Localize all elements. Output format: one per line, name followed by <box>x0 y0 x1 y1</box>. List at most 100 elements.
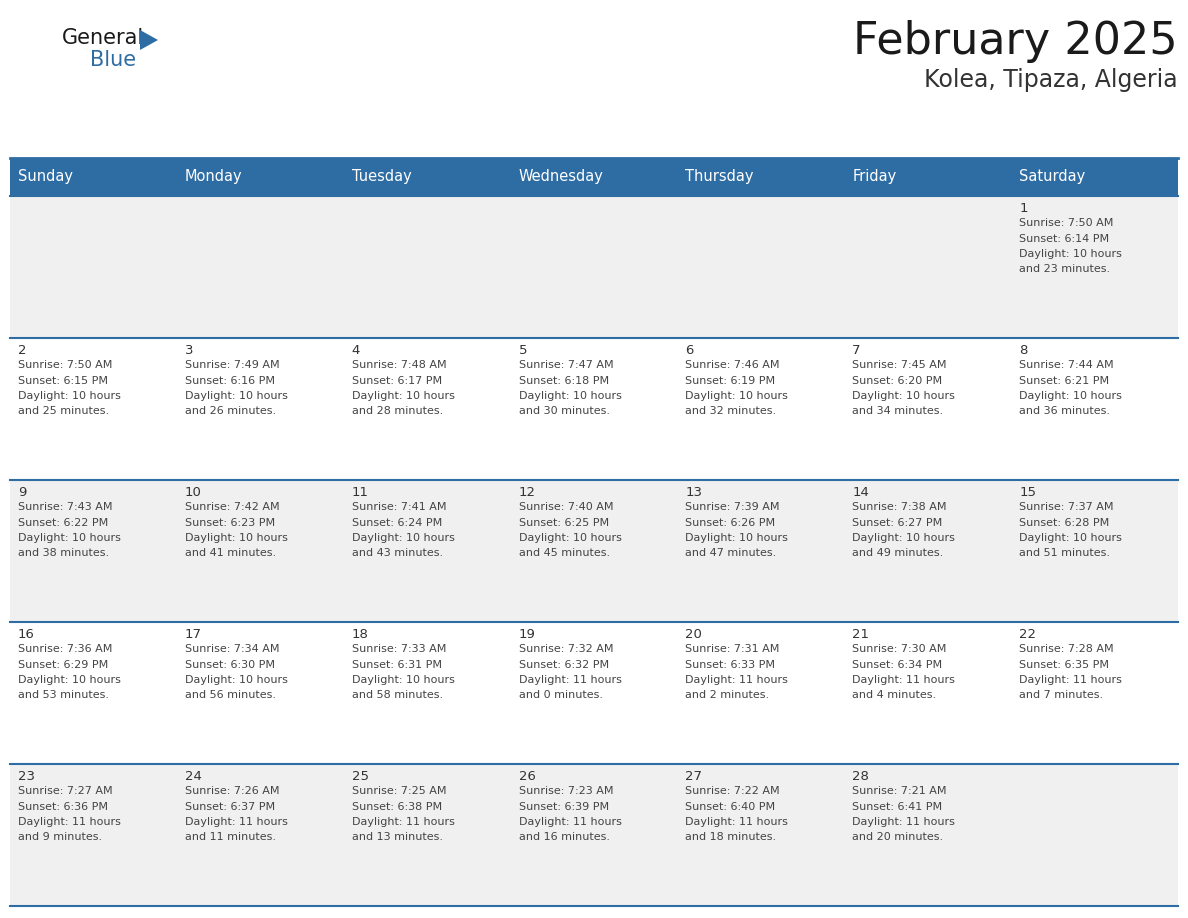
Text: Sunrise: 7:50 AM: Sunrise: 7:50 AM <box>1019 218 1113 228</box>
Text: 10: 10 <box>185 486 202 499</box>
Text: 23: 23 <box>18 770 34 783</box>
Text: Sunrise: 7:37 AM: Sunrise: 7:37 AM <box>1019 502 1113 512</box>
Text: Sunset: 6:23 PM: Sunset: 6:23 PM <box>185 518 274 528</box>
Text: Sunset: 6:39 PM: Sunset: 6:39 PM <box>519 801 608 812</box>
Text: Sunrise: 7:47 AM: Sunrise: 7:47 AM <box>519 360 613 370</box>
Text: Daylight: 10 hours: Daylight: 10 hours <box>1019 533 1121 543</box>
Text: and 11 minutes.: and 11 minutes. <box>185 833 276 843</box>
Text: Monday: Monday <box>185 170 242 185</box>
Text: Sunset: 6:25 PM: Sunset: 6:25 PM <box>519 518 608 528</box>
Text: Daylight: 10 hours: Daylight: 10 hours <box>685 391 789 401</box>
Bar <box>1011 764 1178 906</box>
Text: 12: 12 <box>519 486 536 499</box>
Text: Sunset: 6:18 PM: Sunset: 6:18 PM <box>519 375 608 386</box>
Bar <box>845 196 1011 338</box>
Text: 28: 28 <box>852 770 870 783</box>
Text: Daylight: 11 hours: Daylight: 11 hours <box>352 817 455 827</box>
Text: Daylight: 10 hours: Daylight: 10 hours <box>18 391 121 401</box>
Text: Sunrise: 7:21 AM: Sunrise: 7:21 AM <box>852 786 947 796</box>
Text: and 49 minutes.: and 49 minutes. <box>852 548 943 558</box>
Text: Sunrise: 7:25 AM: Sunrise: 7:25 AM <box>352 786 447 796</box>
Text: Sunrise: 7:46 AM: Sunrise: 7:46 AM <box>685 360 781 370</box>
Bar <box>343 338 511 480</box>
Text: and 41 minutes.: and 41 minutes. <box>185 548 276 558</box>
Text: Sunrise: 7:23 AM: Sunrise: 7:23 AM <box>519 786 613 796</box>
Bar <box>343 764 511 906</box>
Text: and 45 minutes.: and 45 minutes. <box>519 548 609 558</box>
Text: Sunset: 6:38 PM: Sunset: 6:38 PM <box>352 801 442 812</box>
Text: Sunrise: 7:41 AM: Sunrise: 7:41 AM <box>352 502 447 512</box>
Text: Daylight: 10 hours: Daylight: 10 hours <box>1019 249 1121 259</box>
Bar <box>845 338 1011 480</box>
Text: Daylight: 10 hours: Daylight: 10 hours <box>18 533 121 543</box>
Text: Sunset: 6:36 PM: Sunset: 6:36 PM <box>18 801 108 812</box>
Bar <box>10 158 177 196</box>
Text: Daylight: 10 hours: Daylight: 10 hours <box>185 533 287 543</box>
Text: Sunrise: 7:34 AM: Sunrise: 7:34 AM <box>185 644 279 654</box>
Text: and 47 minutes.: and 47 minutes. <box>685 548 777 558</box>
Bar <box>677 480 845 622</box>
Text: Sunset: 6:28 PM: Sunset: 6:28 PM <box>1019 518 1110 528</box>
Text: Daylight: 10 hours: Daylight: 10 hours <box>352 391 455 401</box>
Text: 2: 2 <box>18 344 26 357</box>
Text: and 23 minutes.: and 23 minutes. <box>1019 264 1111 274</box>
Text: Tuesday: Tuesday <box>352 170 411 185</box>
Text: and 32 minutes.: and 32 minutes. <box>685 407 777 417</box>
Text: 1: 1 <box>1019 202 1028 215</box>
Text: 6: 6 <box>685 344 694 357</box>
Text: Sunrise: 7:30 AM: Sunrise: 7:30 AM <box>852 644 947 654</box>
Text: 17: 17 <box>185 628 202 641</box>
Text: Thursday: Thursday <box>685 170 754 185</box>
Text: Sunrise: 7:31 AM: Sunrise: 7:31 AM <box>685 644 779 654</box>
Text: and 38 minutes.: and 38 minutes. <box>18 548 109 558</box>
Text: 4: 4 <box>352 344 360 357</box>
Text: Sunset: 6:31 PM: Sunset: 6:31 PM <box>352 659 442 669</box>
Bar <box>177 622 343 764</box>
Text: Blue: Blue <box>90 50 137 70</box>
Text: and 4 minutes.: and 4 minutes. <box>852 690 936 700</box>
Bar <box>677 196 845 338</box>
Text: Daylight: 11 hours: Daylight: 11 hours <box>685 675 789 685</box>
Text: and 43 minutes.: and 43 minutes. <box>352 548 443 558</box>
Text: and 9 minutes.: and 9 minutes. <box>18 833 102 843</box>
Bar <box>1011 196 1178 338</box>
Text: and 28 minutes.: and 28 minutes. <box>352 407 443 417</box>
Bar <box>511 196 677 338</box>
Bar <box>177 338 343 480</box>
Text: 18: 18 <box>352 628 368 641</box>
Text: 13: 13 <box>685 486 702 499</box>
Text: Daylight: 11 hours: Daylight: 11 hours <box>852 817 955 827</box>
Text: and 0 minutes.: and 0 minutes. <box>519 690 602 700</box>
Text: 25: 25 <box>352 770 368 783</box>
Text: and 7 minutes.: and 7 minutes. <box>1019 690 1104 700</box>
Bar <box>10 764 177 906</box>
Text: Sunrise: 7:42 AM: Sunrise: 7:42 AM <box>185 502 279 512</box>
Text: Kolea, Tipaza, Algeria: Kolea, Tipaza, Algeria <box>924 68 1178 92</box>
Text: 3: 3 <box>185 344 194 357</box>
Text: Sunset: 6:34 PM: Sunset: 6:34 PM <box>852 659 942 669</box>
Bar <box>511 622 677 764</box>
Bar <box>10 338 177 480</box>
Text: and 16 minutes.: and 16 minutes. <box>519 833 609 843</box>
Bar <box>1011 158 1178 196</box>
Text: 26: 26 <box>519 770 536 783</box>
Bar <box>511 338 677 480</box>
Text: and 36 minutes.: and 36 minutes. <box>1019 407 1110 417</box>
Text: Sunset: 6:35 PM: Sunset: 6:35 PM <box>1019 659 1110 669</box>
Text: Daylight: 10 hours: Daylight: 10 hours <box>185 675 287 685</box>
Text: 20: 20 <box>685 628 702 641</box>
Text: Sunset: 6:22 PM: Sunset: 6:22 PM <box>18 518 108 528</box>
Text: Sunset: 6:16 PM: Sunset: 6:16 PM <box>185 375 274 386</box>
Text: and 53 minutes.: and 53 minutes. <box>18 690 109 700</box>
Text: Daylight: 11 hours: Daylight: 11 hours <box>852 675 955 685</box>
Text: Sunset: 6:37 PM: Sunset: 6:37 PM <box>185 801 274 812</box>
Text: 15: 15 <box>1019 486 1036 499</box>
Text: and 30 minutes.: and 30 minutes. <box>519 407 609 417</box>
Bar <box>845 158 1011 196</box>
Text: Sunrise: 7:36 AM: Sunrise: 7:36 AM <box>18 644 113 654</box>
Bar <box>343 622 511 764</box>
Text: Sunset: 6:17 PM: Sunset: 6:17 PM <box>352 375 442 386</box>
Bar <box>177 196 343 338</box>
Bar <box>845 764 1011 906</box>
Text: Daylight: 10 hours: Daylight: 10 hours <box>185 391 287 401</box>
